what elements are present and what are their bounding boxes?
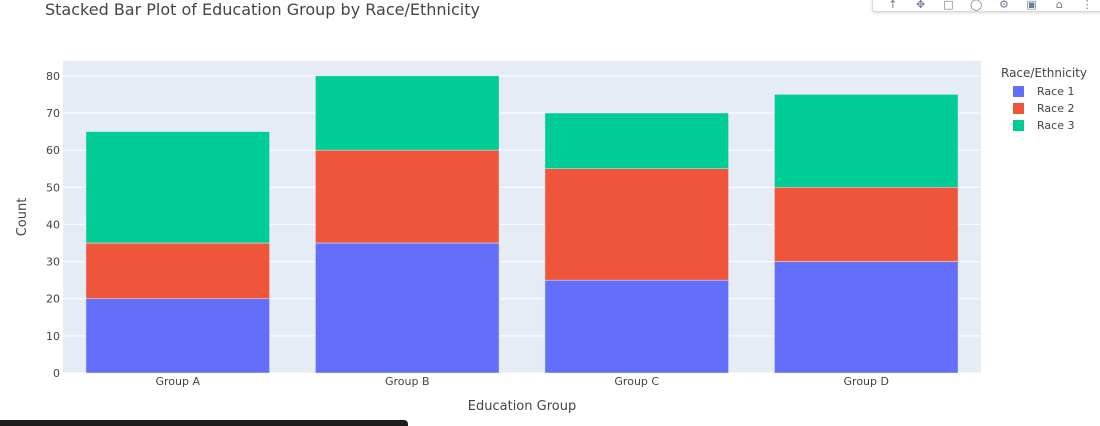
plot-modebar[interactable]: ↑ ✥ □ ◯ ⚙ ▣ ⌂ ⋮ (872, 0, 1100, 12)
pan-icon[interactable]: ✥ (916, 0, 926, 11)
autoscale-icon[interactable]: ▣ (1026, 0, 1037, 11)
reset-axes-icon[interactable]: ⌂ (1055, 0, 1063, 11)
bar-segment[interactable] (774, 187, 959, 262)
y-axis-title: Count (15, 198, 30, 237)
zoom-in-icon[interactable]: ⚙ (998, 0, 1009, 11)
bars[interactable] (85, 75, 959, 374)
y-tick-label: 60 (46, 144, 60, 157)
download-plot-icon[interactable]: ↑ (888, 0, 898, 11)
legend-title: Race/Ethnicity (1001, 66, 1087, 80)
legend[interactable]: Race/Ethnicity Race 1 Race 2 Race 3 (1001, 66, 1087, 132)
bar-segment[interactable] (544, 279, 729, 374)
legend-item-label[interactable]: Race 3 (1037, 119, 1074, 132)
box-select-icon[interactable]: □ (943, 0, 954, 11)
bar-segment[interactable] (85, 131, 270, 244)
y-tick-label: 40 (46, 218, 60, 231)
bar-segment[interactable] (85, 298, 270, 374)
y-tick-label: 50 (46, 181, 60, 194)
x-tick-label: Group B (385, 375, 430, 388)
x-tick-label: Group A (155, 375, 200, 388)
y-tick-label: 0 (53, 367, 60, 380)
bar-segment[interactable] (774, 94, 959, 188)
bar-segment[interactable] (315, 242, 500, 374)
bar-segment[interactable] (315, 149, 500, 244)
y-tick-label: 70 (46, 107, 60, 120)
bar-segment[interactable] (544, 168, 729, 281)
legend-swatch[interactable] (1013, 120, 1024, 131)
x-tick-label: Group C (614, 375, 659, 388)
x-axis-ticks: Group A Group B Group C Group D (155, 375, 888, 388)
x-axis-title: Education Group (468, 399, 576, 414)
legend-item-label[interactable]: Race 2 (1037, 102, 1074, 115)
y-tick-label: 80 (46, 70, 60, 83)
legend-swatch[interactable] (1013, 86, 1024, 97)
chart-title: Stacked Bar Plot of Education Group by R… (45, 0, 480, 19)
more-icon[interactable]: ⋮ (1081, 0, 1093, 11)
y-tick-label: 30 (46, 256, 60, 269)
legend-item-label[interactable]: Race 1 (1037, 85, 1074, 98)
taskbar-strip (0, 420, 408, 426)
y-tick-label: 20 (46, 293, 60, 306)
x-tick-label: Group D (844, 375, 889, 388)
y-axis-ticks: 0 10 20 30 40 50 60 70 80 (46, 70, 60, 380)
legend-swatch[interactable] (1013, 103, 1024, 114)
bar-segment[interactable] (315, 75, 500, 151)
y-tick-label: 10 (46, 330, 60, 343)
bar-segment[interactable] (774, 261, 959, 374)
bar-segment[interactable] (544, 112, 729, 169)
bar-segment[interactable] (85, 242, 270, 299)
lasso-select-icon[interactable]: ◯ (969, 0, 983, 11)
